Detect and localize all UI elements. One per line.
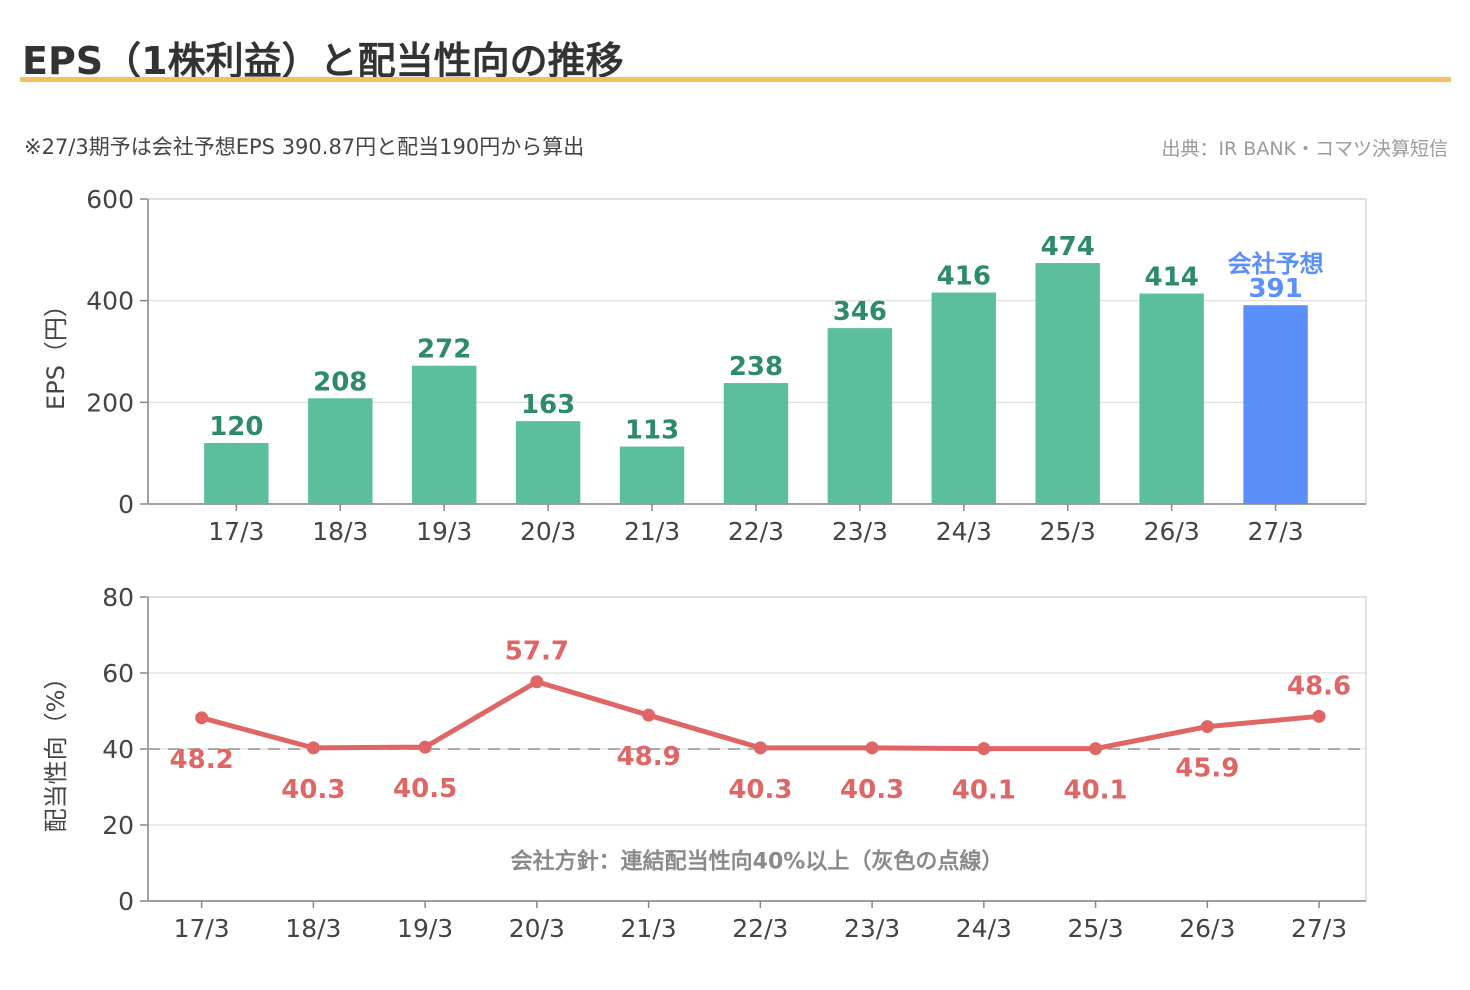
payout-xtick-label: 20/3 (509, 914, 565, 943)
eps-bar-value-label: 120 (209, 412, 263, 442)
payout-point (865, 741, 879, 755)
eps-xtick-label: 17/3 (208, 517, 264, 546)
eps-bar (619, 446, 685, 504)
payout-xtick-label: 27/3 (1291, 914, 1347, 943)
eps-bar (1243, 305, 1308, 504)
payout-xtick-label: 26/3 (1179, 914, 1235, 943)
payout-xtick-label: 22/3 (732, 914, 788, 943)
eps-ytick-label: 400 (86, 287, 134, 316)
payout-point (1312, 709, 1326, 723)
payout-ylabel: 配当性向（%） (42, 666, 70, 833)
page-title: EPS（1株利益）と配当性向の推移 (22, 39, 624, 83)
payout-value-label: 40.3 (840, 775, 904, 805)
eps-ytick-label: 200 (86, 388, 134, 417)
payout-xtick-label: 23/3 (844, 914, 900, 943)
eps-xtick-label: 26/3 (1144, 517, 1200, 546)
eps-bar-value-label: 208 (313, 367, 367, 397)
payout-xtick-label: 19/3 (397, 914, 453, 943)
payout-point (642, 708, 656, 722)
payout-value-label: 57.7 (505, 637, 569, 667)
payout-point (530, 675, 544, 689)
payout-value-label: 40.5 (393, 774, 457, 804)
eps-bar (1035, 263, 1100, 504)
payout-value-label: 48.6 (1287, 671, 1351, 701)
eps-ytick-label: 0 (118, 490, 134, 519)
eps-xtick-label: 20/3 (520, 517, 576, 546)
eps-xtick-label: 24/3 (936, 517, 992, 546)
eps-bar-value-label: 238 (729, 352, 783, 382)
payout-value-label: 48.2 (170, 745, 234, 775)
eps-xtick-label: 27/3 (1248, 517, 1304, 546)
eps-bar-value-label: 416 (937, 262, 991, 292)
payout-ytick-label: 80 (102, 583, 134, 612)
payout-value-label: 40.3 (728, 775, 792, 805)
eps-xtick-label: 21/3 (624, 517, 680, 546)
payout-point (1200, 720, 1214, 734)
eps-bar-value-label: 391 (1248, 274, 1302, 304)
payout-xtick-label: 18/3 (285, 914, 341, 943)
payout-ytick-label: 20 (102, 811, 134, 840)
payout-line-chart: 0 20 40 60 80 配当性向（%） 17/3 48.2 18/3 40.3 19/3 40.5… (42, 583, 1367, 943)
eps-forecast-label: 会社予想 (1228, 250, 1324, 278)
chart-note: ※27/3期予は会社予想EPS 390.87円と配当190円から算出 (24, 135, 585, 159)
eps-bar (1139, 293, 1204, 504)
payout-ytick-label: 60 (102, 659, 134, 688)
eps-bar (308, 398, 373, 504)
title-underline (20, 77, 1451, 82)
eps-bar-value-label: 163 (521, 390, 575, 420)
payout-value-label: 40.1 (952, 776, 1016, 806)
payout-series-line (200, 679, 1320, 752)
eps-xtick-label: 23/3 (832, 517, 888, 546)
eps-bar-chart: 0 200 400 600 EPS（円） 17/3 120 18/3 208 19/3 272 20/… (42, 185, 1367, 546)
eps-bar-value-label: 346 (833, 297, 887, 327)
payout-value-label: 45.9 (1175, 754, 1239, 784)
eps-bar (515, 421, 581, 504)
eps-xtick-label: 19/3 (416, 517, 472, 546)
payout-point (753, 741, 767, 755)
payout-point (977, 742, 991, 756)
chart-source: 出典：IR BANK・コマツ決算短信 (1161, 138, 1448, 160)
eps-xtick-label: 25/3 (1040, 517, 1096, 546)
eps-bar (827, 328, 893, 504)
payout-point (195, 711, 209, 725)
payout-ytick-label: 40 (102, 735, 134, 764)
eps-bar (204, 443, 269, 504)
payout-xtick-label: 25/3 (1068, 914, 1124, 943)
payout-xtick-label: 17/3 (174, 914, 230, 943)
payout-xtick-label: 21/3 (621, 914, 677, 943)
eps-bar (931, 292, 997, 504)
eps-bar-value-label: 272 (417, 335, 471, 365)
payout-policy-label: 会社方針：連結配当性向40%以上（灰色の点線） (511, 849, 1004, 875)
eps-ytick-label: 600 (86, 185, 134, 214)
eps-bar-value-label: 113 (625, 416, 679, 446)
payout-xtick-label: 24/3 (956, 914, 1012, 943)
eps-xtick-label: 22/3 (728, 517, 784, 546)
payout-ytick-label: 0 (118, 887, 134, 916)
payout-value-label: 48.9 (617, 742, 681, 772)
eps-xtick-label: 18/3 (312, 517, 368, 546)
eps-bar (411, 365, 477, 504)
eps-bar-value-label: 474 (1041, 232, 1095, 262)
payout-value-label: 40.3 (281, 775, 345, 805)
eps-ylabel: EPS（円） (42, 293, 70, 410)
payout-point (306, 741, 320, 755)
eps-bar (723, 383, 789, 504)
eps-bar-value-label: 414 (1145, 263, 1199, 293)
payout-point (418, 740, 432, 754)
payout-value-label: 40.1 (1064, 776, 1128, 806)
payout-point (1089, 742, 1103, 756)
